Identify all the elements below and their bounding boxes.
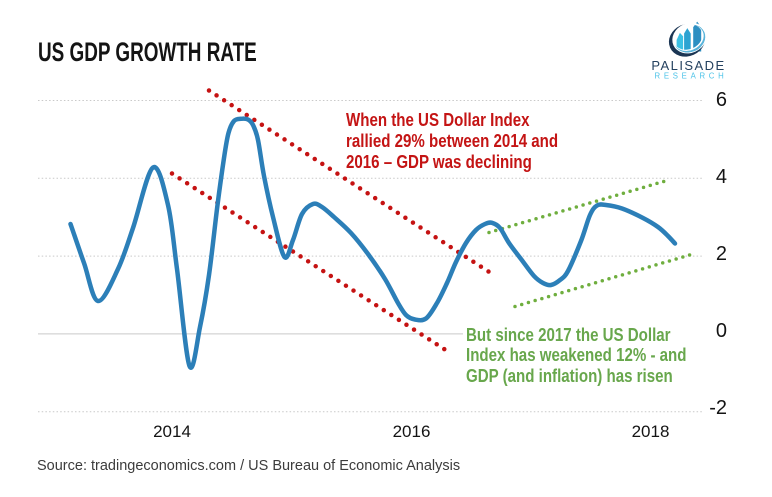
svg-text:RESEARCH: RESEARCH — [655, 71, 728, 80]
svg-text:PALISADE: PALISADE — [651, 58, 725, 73]
